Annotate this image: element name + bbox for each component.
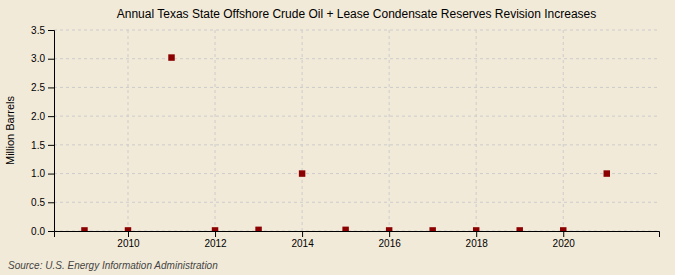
tick-mark	[48, 202, 54, 203]
tick-label: 0.0	[31, 226, 45, 237]
tick-label: 2018	[466, 238, 489, 249]
point	[255, 227, 261, 231]
tick: 1.0	[31, 168, 54, 179]
tick-label: 2.0	[31, 111, 45, 122]
tick-label: 2020	[553, 238, 576, 249]
grid-line	[302, 30, 303, 231]
tick-mark	[128, 231, 129, 237]
tick-label: 2014	[291, 238, 314, 249]
chart: 2010 2012 2014 2016 2018 2020 0.0 0.5 1.0 1.5 2.0 2…	[0, 0, 675, 275]
tick-label: 1.5	[31, 140, 45, 151]
tick-label: 2016	[379, 238, 402, 249]
grid-line	[54, 58, 659, 59]
grid-line	[54, 116, 659, 117]
y-axis-title: Million Barrels	[4, 95, 16, 165]
point	[299, 170, 305, 176]
tick: 2014	[291, 231, 314, 249]
grid-line	[215, 30, 216, 231]
tick: 2016	[379, 231, 402, 249]
tick-mark	[476, 231, 477, 237]
tick-label: 3.0	[31, 53, 45, 64]
tick-label: 2012	[204, 238, 227, 249]
tick: 2.5	[31, 82, 54, 93]
tick-label: 1.0	[31, 168, 45, 179]
tick-mark	[48, 145, 54, 146]
tick-mark	[563, 231, 564, 237]
tick: 1.5	[31, 140, 54, 151]
y-axis-line	[48, 31, 55, 232]
grid-line	[127, 30, 128, 231]
point	[604, 170, 610, 176]
tick-mark	[48, 87, 54, 88]
point	[386, 227, 392, 231]
tick-mark	[48, 116, 54, 117]
tick: 3.0	[31, 53, 54, 64]
tick: 3.5	[31, 25, 54, 36]
tick-mark	[48, 231, 54, 232]
point	[342, 227, 348, 231]
tick-mark	[48, 59, 54, 60]
point	[429, 227, 435, 231]
tick: 0.5	[31, 197, 54, 208]
grid-line	[54, 202, 659, 203]
title: Annual Texas State Offshore Crude Oil + …	[117, 7, 597, 21]
tick: 0.0	[31, 226, 54, 237]
tick: 2.0	[31, 111, 54, 122]
tick-mark	[48, 174, 54, 175]
x-axis: 2010 2012 2014 2016 2018 2020	[55, 231, 660, 249]
tick: 2020	[553, 231, 576, 249]
tick-label: 2.5	[31, 82, 45, 93]
x-axis-line	[55, 232, 660, 238]
point	[81, 227, 87, 231]
tick-label: 3.5	[31, 25, 45, 36]
grid-line	[54, 87, 659, 88]
tick-label: 2010	[117, 238, 140, 249]
point	[473, 227, 479, 231]
grid-line	[389, 30, 390, 231]
tick-mark	[389, 231, 390, 237]
grid	[54, 30, 659, 231]
tick-mark	[215, 231, 216, 237]
point	[560, 227, 566, 231]
point	[516, 227, 522, 231]
tick: 2012	[204, 231, 227, 249]
tick: 2010	[117, 231, 140, 249]
point	[212, 227, 218, 231]
grid-line	[563, 30, 564, 231]
tick-mark	[302, 231, 303, 237]
source: Source: U.S. Energy Information Administ…	[8, 260, 218, 271]
tick: 2018	[466, 231, 489, 249]
tick-label: 0.5	[31, 197, 45, 208]
tick-mark	[48, 30, 54, 31]
grid-line	[476, 30, 477, 231]
y-axis: 0.0 0.5 1.0 1.5 2.0 2.5 3.0 3.5	[31, 25, 54, 237]
points	[81, 54, 610, 231]
grid-line	[54, 30, 659, 31]
point	[125, 227, 131, 231]
grid-line	[54, 144, 659, 145]
grid-line	[54, 173, 659, 174]
point	[168, 54, 174, 60]
